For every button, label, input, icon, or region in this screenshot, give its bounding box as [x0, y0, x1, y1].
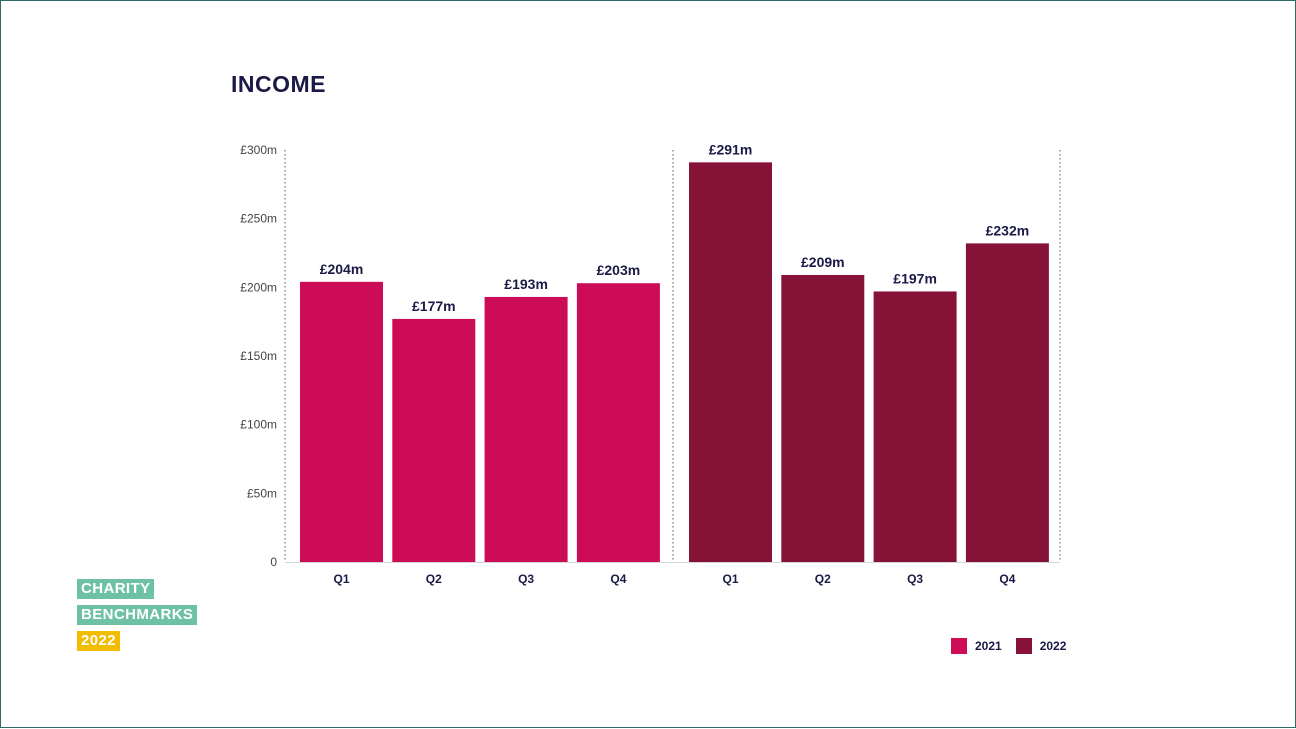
value-label: £291m	[709, 141, 753, 157]
x-tick-label: Q2	[815, 572, 831, 586]
y-tick-label: £100m	[240, 418, 277, 432]
x-tick-label: Q3	[518, 572, 534, 586]
x-tick-label: Q1	[333, 572, 349, 586]
bar-2021-q4	[576, 283, 660, 562]
y-tick-label: £250m	[240, 212, 277, 226]
logo-line-3: 2022	[77, 631, 120, 651]
value-label: £177m	[412, 298, 456, 314]
value-label: £209m	[801, 254, 845, 270]
y-tick-label: £150m	[240, 349, 277, 363]
bar-2022-q4	[965, 243, 1049, 563]
legend-label-2021: 2021	[975, 639, 1002, 653]
y-tick-label: £50m	[247, 486, 277, 500]
bar-2021-q2	[392, 318, 476, 562]
x-tick-label: Q3	[907, 572, 923, 586]
legend-item-2021: 2021	[951, 638, 1002, 654]
legend-label-2022: 2022	[1039, 639, 1067, 653]
bar-2022-q1	[689, 162, 772, 563]
y-tick-label: 0	[270, 555, 277, 569]
x-tick-label: Q2	[426, 572, 442, 586]
legend-item-2022: 2022	[1015, 638, 1067, 654]
value-label: £204m	[320, 261, 364, 277]
x-tick-label: Q4	[999, 572, 1015, 586]
bar-2021-q1	[300, 281, 383, 562]
value-label: £203m	[597, 262, 641, 278]
logo-line-2: BENCHMARKS	[77, 605, 198, 625]
bar-2022-q3	[873, 291, 957, 562]
legend-swatch-2022	[1015, 638, 1032, 654]
y-tick-label: £200m	[240, 280, 277, 294]
x-tick-label: Q4	[610, 572, 626, 586]
legend-swatch-2021	[951, 638, 967, 654]
value-label: £197m	[893, 270, 937, 286]
charity-benchmarks-logo: CHARITY BENCHMARKS 2022	[77, 579, 198, 657]
y-tick-label: £300m	[240, 143, 277, 157]
value-label: £193m	[504, 276, 548, 292]
x-tick-label: Q1	[722, 572, 738, 586]
bar-2022-q2	[781, 274, 865, 562]
logo-line-1: CHARITY	[77, 579, 155, 599]
value-label: £232m	[986, 222, 1030, 238]
bar-2021-q3	[484, 296, 568, 562]
chart-title: INCOME	[231, 71, 326, 97]
chart-legend: 2021 2022	[951, 638, 1080, 654]
